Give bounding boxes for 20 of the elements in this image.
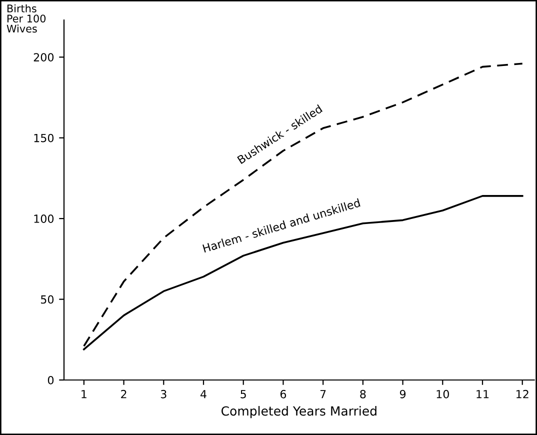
x-axis-title: Completed Years Married — [222, 406, 376, 418]
x-tick-label: 2 — [121, 390, 126, 398]
x-tick-label: 4 — [200, 390, 206, 398]
y-tick-label: 50 — [40, 295, 54, 304]
x-tick-label: 9 — [400, 390, 406, 398]
line-series — [83, 62, 524, 348]
y-axis-title: Births Per 100 Wives — [6, 4, 46, 33]
y-tick-label: 200 — [34, 53, 54, 62]
x-tick-label: 8 — [360, 390, 366, 398]
x-tick-label: 3 — [160, 390, 166, 398]
x-tick-label: 5 — [240, 390, 246, 398]
x-tick-label: 10 — [436, 390, 449, 398]
y-tick-label: 100 — [34, 214, 54, 223]
y-tick-label: 150 — [34, 134, 54, 142]
x-tick-label: 6 — [280, 390, 286, 398]
x-tick-label: 12 — [516, 390, 528, 398]
x-tick-label: 11 — [476, 390, 489, 398]
y-tick-label: 0 — [48, 376, 54, 384]
x-tick-label: 1 — [82, 390, 86, 398]
x-tick-label: 7 — [320, 390, 326, 398]
